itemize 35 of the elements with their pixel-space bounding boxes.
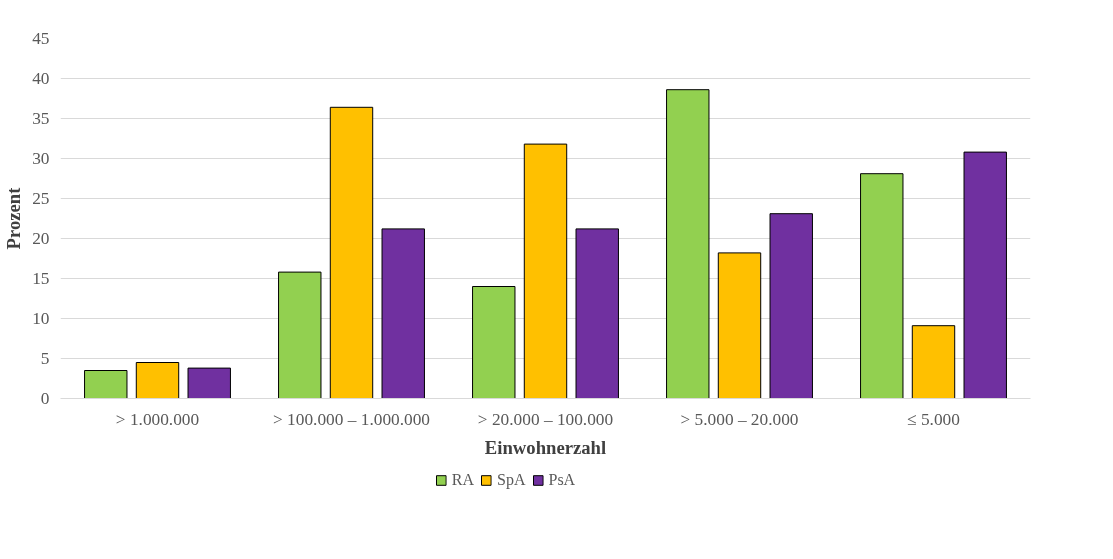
bar xyxy=(963,151,1007,399)
x-tick-label: > 1.000.000 xyxy=(115,409,200,429)
legend-label: PsA xyxy=(548,471,576,489)
x-tick-label: > 100.000 – 1.000.000 xyxy=(272,409,431,429)
y-tick-label: 25 xyxy=(32,189,50,208)
bar xyxy=(717,252,762,399)
bar xyxy=(84,370,128,399)
y-tick-label: 35 xyxy=(32,109,50,128)
y-tick-label: 10 xyxy=(32,309,50,328)
bar xyxy=(135,362,180,399)
y-tick-label: 40 xyxy=(32,69,50,88)
bar xyxy=(329,106,374,399)
bar xyxy=(187,367,231,399)
bar xyxy=(523,143,568,399)
y-tick-label: 30 xyxy=(32,149,50,168)
y-tick-label: 5 xyxy=(40,349,50,368)
y-tick-label: 15 xyxy=(32,269,50,288)
bar xyxy=(381,228,425,399)
x-tick-label: > 20.000 – 100.000 xyxy=(477,409,614,429)
y-tick-label: 0 xyxy=(40,389,50,408)
bar xyxy=(472,286,516,399)
bar xyxy=(769,213,813,399)
bar xyxy=(278,271,322,399)
bar xyxy=(911,325,956,399)
legend-label: RA xyxy=(451,471,475,489)
x-tick-label: > 5.000 – 20.000 xyxy=(680,409,799,429)
x-axis-title: Einwohnerzahl xyxy=(484,436,607,458)
bar xyxy=(860,173,904,399)
y-tick-label: 20 xyxy=(32,229,50,248)
y-tick-label: 45 xyxy=(32,29,50,48)
legend-label: SpA xyxy=(497,471,526,489)
bar xyxy=(575,228,619,399)
bar xyxy=(666,89,710,399)
y-axis-title: Prozent xyxy=(3,186,25,250)
x-tick-label: ≤ 5.000 xyxy=(907,409,960,429)
